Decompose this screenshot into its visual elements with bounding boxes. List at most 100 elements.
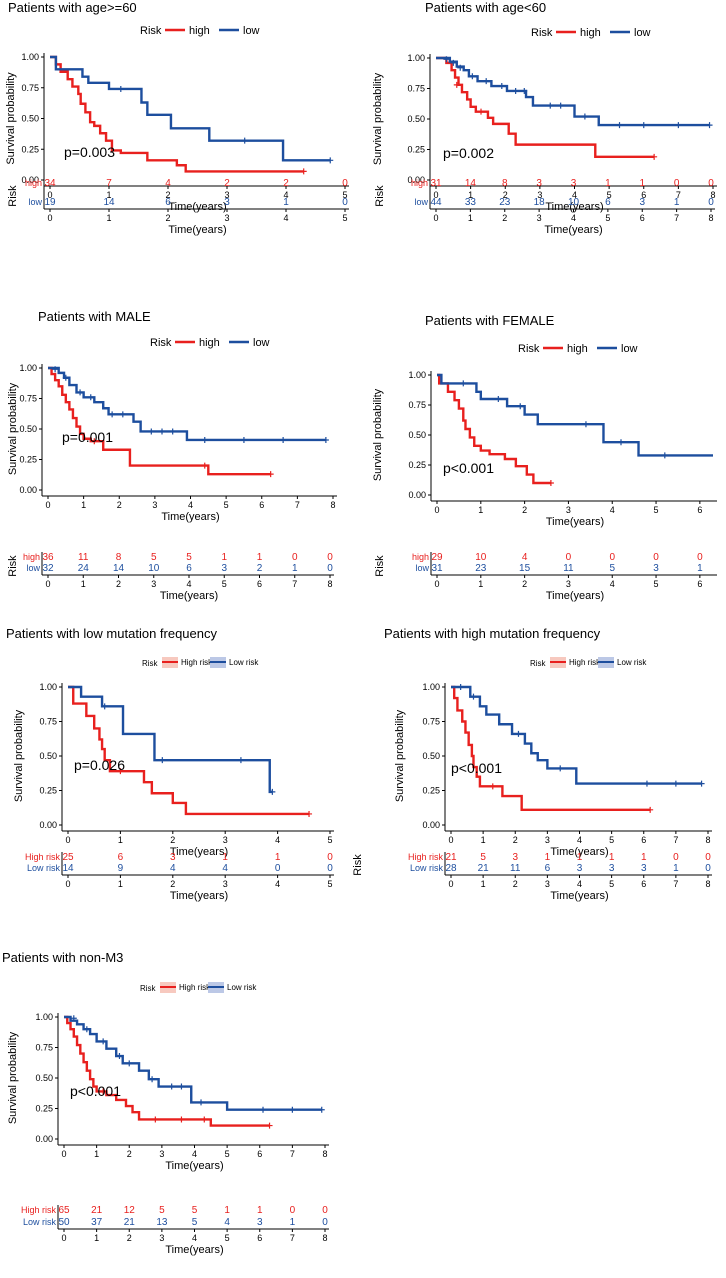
risk-x-tick-label: 4 (283, 213, 288, 223)
censor-mark (318, 1106, 325, 1113)
risk-count: 31 (430, 178, 442, 189)
risk-x-tick-label: 4 (186, 579, 191, 589)
legend-label-0: high (189, 25, 210, 37)
y-tick-label: 1.00 (19, 363, 37, 373)
risk-count: 32 (42, 563, 54, 574)
risk-x-tick-label: 7 (674, 213, 679, 223)
risk-count: 1 (545, 852, 551, 863)
risk-count: 0 (342, 197, 348, 208)
risk-count: 1 (577, 852, 583, 863)
x-tick-label: 5 (654, 505, 659, 515)
risk-count: 1 (673, 863, 679, 874)
p-value: p<0.001 (70, 1083, 121, 1099)
km-panel-non-m3: Patients with non-M3 Risk High risk Low ris… (0, 935, 363, 1278)
risk-row-name: Low risk (410, 863, 444, 873)
censor-mark (489, 783, 496, 790)
risk-count: 0 (705, 852, 711, 863)
risk-row-name: Low risk (27, 863, 61, 873)
risk-x-tick-label: 8 (322, 1233, 327, 1243)
risk-count: 0 (673, 852, 679, 863)
km-chart-svg: Patients with low mutation frequency Risk… (6, 626, 334, 902)
risk-count: 29 (431, 552, 443, 563)
y-tick-label: 0.75 (407, 84, 425, 94)
risk-x-tick-label: 6 (257, 1233, 262, 1243)
x-tick-label: 2 (117, 500, 122, 510)
legend-label-0: High risk (569, 658, 601, 667)
x-tick-label: 1 (81, 500, 86, 510)
risk-count: 3 (641, 863, 647, 874)
censor-mark (478, 108, 485, 115)
survival-curve-high (48, 366, 271, 476)
risk-count: 6 (118, 852, 124, 863)
chart-title: Patients with low mutation frequency (6, 626, 217, 641)
risk-x-tick-label: 2 (502, 213, 507, 223)
risk-count: 15 (519, 563, 531, 574)
risk-x-tick-label: 0 (433, 213, 438, 223)
y-tick-label: 0.75 (408, 400, 426, 410)
risk-count: 0 (708, 197, 714, 208)
censor-mark (557, 765, 564, 772)
censor-mark (470, 693, 477, 700)
risk-x-tick-label: 5 (605, 213, 610, 223)
x-tick-label: 4 (577, 835, 582, 845)
y-axis-label: Survival probability (372, 388, 384, 481)
risk-count: 4 (522, 552, 528, 563)
risk-count: 13 (156, 1217, 168, 1228)
x-tick-label: 3 (159, 1149, 164, 1159)
risk-count: 23 (499, 197, 511, 208)
risk-x-tick-label: 5 (654, 579, 659, 589)
x-tick-label: 3 (152, 500, 157, 510)
x-tick-label: 5 (327, 835, 332, 845)
survival-curve-high (437, 373, 551, 485)
risk-x-tick-label: 3 (545, 879, 550, 889)
risk-count: 28 (445, 863, 457, 874)
risk-x-tick-label: 2 (165, 213, 170, 223)
censor-mark (152, 1116, 159, 1123)
x-tick-label: 0 (65, 835, 70, 845)
risk-table-label: Risk (374, 555, 386, 577)
censor-mark (616, 122, 623, 129)
risk-count: 1 (224, 1205, 230, 1216)
x-tick-label: 2 (127, 1149, 132, 1159)
censor-mark (698, 780, 705, 787)
censor-mark (198, 1099, 205, 1106)
legend-title: Risk (142, 659, 159, 668)
risk-x-tick-label: 3 (224, 213, 229, 223)
risk-count: 21 (445, 852, 457, 863)
censor-mark (672, 780, 679, 787)
y-tick-label: 1.00 (39, 682, 57, 692)
legend-label-1: low (621, 343, 638, 355)
risk-count: 1 (697, 563, 703, 574)
chart-title: Patients with high mutation frequency (384, 626, 601, 641)
risk-x-tick-label: 5 (327, 879, 332, 889)
risk-x-tick-label: 1 (468, 213, 473, 223)
risk-count: 4 (224, 1217, 230, 1228)
censor-mark (119, 411, 126, 418)
x-tick-label: 4 (188, 500, 193, 510)
y-axis-label: Survival probability (7, 382, 19, 475)
risk-x-tick-label: 0 (45, 579, 50, 589)
km-panel-high-mutation: Patients with high mutation frequency Ris… (352, 605, 726, 905)
legend-title: Risk (531, 27, 553, 39)
risk-x-tick-label: 4 (571, 213, 576, 223)
x-axis-label: Time(years) (550, 846, 608, 858)
x-tick-label: 0 (434, 505, 439, 515)
legend-label-1: Low risk (227, 983, 257, 992)
censor-mark (87, 394, 94, 401)
x-tick-label: 4 (572, 190, 577, 200)
x-tick-label: 0 (45, 500, 50, 510)
x-axis-label: Time(years) (546, 516, 604, 528)
risk-count: 8 (116, 552, 122, 563)
legend-title: Risk (140, 984, 157, 993)
censor-mark (169, 428, 176, 435)
risk-count: 10 (568, 197, 580, 208)
x-tick-label: 4 (610, 505, 615, 515)
chart-title: Patients with age>=60 (8, 0, 137, 15)
risk-count: 11 (78, 552, 89, 563)
p-value: p=0.001 (62, 429, 113, 445)
risk-count: 4 (170, 863, 176, 874)
chart-title: Patients with non-M3 (2, 950, 123, 965)
risk-x-tick-label: 6 (640, 213, 645, 223)
y-tick-label: 0.00 (35, 1134, 53, 1144)
risk-x-tick-label: 6 (257, 579, 262, 589)
